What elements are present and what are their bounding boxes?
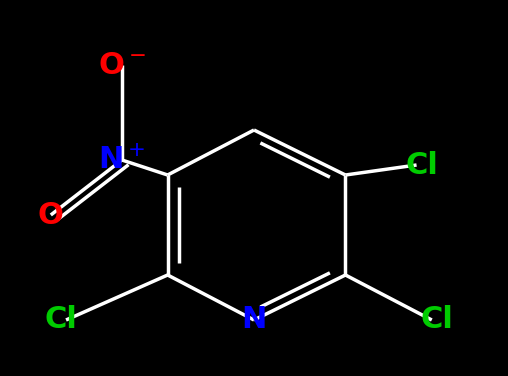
Text: Cl: Cl — [421, 305, 453, 335]
Text: O: O — [38, 200, 64, 229]
Text: Cl: Cl — [45, 305, 77, 335]
Text: O$^-$: O$^-$ — [98, 50, 146, 79]
Text: N$^+$: N$^+$ — [98, 146, 146, 174]
Text: Cl: Cl — [405, 150, 438, 179]
Text: N: N — [241, 305, 267, 335]
